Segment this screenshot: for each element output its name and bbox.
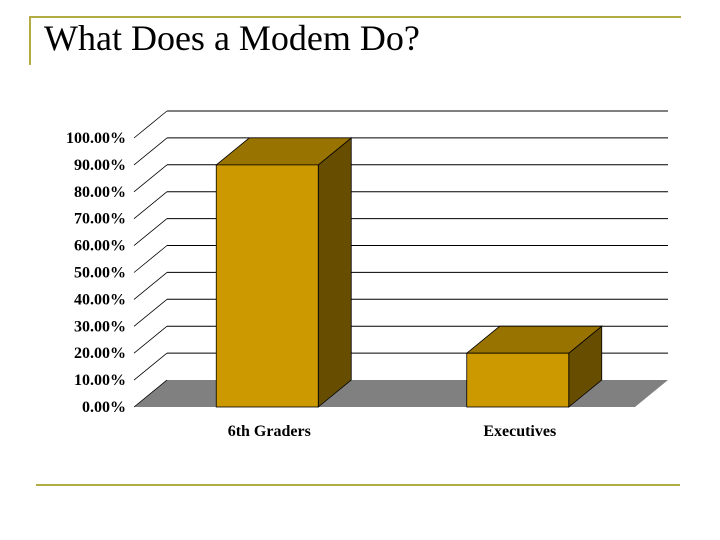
gridline-diagonal [133,137,168,166]
gridline-diagonal [133,379,168,408]
bar [215,164,319,408]
gridline-diagonal [133,110,168,139]
footer-rule [36,484,680,486]
y-tick-label: 30.00% [74,318,126,335]
gridline-diagonal [133,191,168,220]
y-tick-label: 70.00% [74,211,126,228]
x-tick-label: Executives [483,423,556,440]
gridline-diagonal [133,298,168,327]
gridline-diagonal [133,352,168,381]
y-tick-label: 40.00% [74,291,126,308]
y-tick-label: 20.00% [74,345,126,362]
y-tick-label: 10.00% [74,372,126,389]
gridline-diagonal [133,245,168,273]
gridline-diagonal [133,325,168,354]
title-accent-bar [29,16,31,65]
y-tick-label: 60.00% [74,238,126,255]
y-tick-label: 80.00% [74,184,126,201]
y-tick-label: 50.00% [74,265,126,282]
gridline-diagonal [133,164,168,193]
bar-side [317,137,352,408]
gridline-diagonal [133,272,168,300]
y-tick-label: 90.00% [74,157,126,174]
slide-title: What Does a Modem Do? [44,18,420,58]
x-tick-label: 6th Graders [228,423,311,440]
gridline-diagonal [133,218,168,246]
bar [466,352,570,408]
y-tick-label: 0.00% [82,399,126,416]
title-accent-rule [29,16,681,18]
y-tick-label: 100.00% [66,130,126,147]
